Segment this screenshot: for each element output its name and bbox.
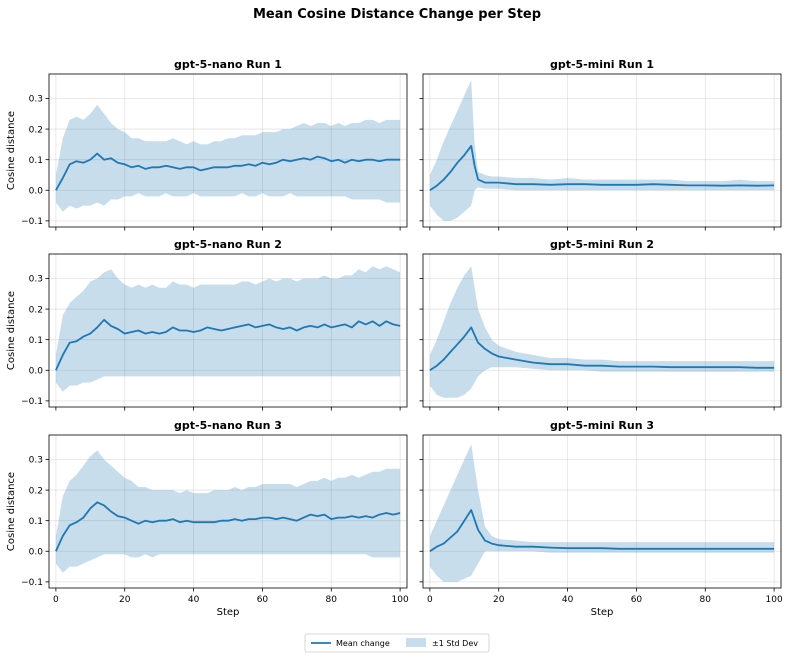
subplot-title: gpt-5-mini Run 2 <box>550 238 654 251</box>
plot-area <box>423 435 781 588</box>
subplot-5: 0 20 40 60 80 100 −0.1 0.0 0.1 0.2 0.3 gpt-5-nano R… <box>6 419 409 618</box>
y-tick-label: 0.3 <box>29 456 43 466</box>
legend: Mean change ±1 Std Dev <box>304 633 490 653</box>
mean-line <box>55 152 401 191</box>
x-tick-label: 80 <box>700 595 712 605</box>
axes-frame <box>48 73 408 228</box>
y-axis-label: Cosine distance <box>6 472 17 551</box>
mean-line <box>55 318 401 371</box>
x-tick-label: 100 <box>766 595 783 605</box>
y-axis-label: Cosine distance <box>6 111 17 190</box>
axes-frame <box>48 253 408 408</box>
subplot-title: gpt-5-nano Run 1 <box>174 58 282 71</box>
y-tick-label: 0.3 <box>29 95 43 105</box>
x-tick-label: 0 <box>427 595 433 605</box>
plot-area <box>49 74 407 227</box>
plot-area <box>423 74 781 227</box>
subplot-title: gpt-5-mini Run 3 <box>550 419 654 432</box>
mean-line <box>429 326 775 372</box>
axes-frame <box>48 434 408 589</box>
subplot-2: gpt-5-mini Run 1 <box>419 58 782 231</box>
x-tick-label: 60 <box>631 595 643 605</box>
axes-frame <box>422 73 782 228</box>
plot-area <box>49 254 407 407</box>
figure-title: Mean Cosine Distance Change per Step <box>253 7 541 22</box>
plot-area <box>49 435 407 588</box>
subplot-title: gpt-5-nano Run 3 <box>174 419 282 432</box>
subplot-grid: −0.1 0.0 0.1 0.2 0.3 gpt-5-nano Run 1 Cosine d… <box>6 58 783 618</box>
legend-mean-label: Mean change <box>336 639 390 648</box>
x-tick-label: 0 <box>53 595 59 605</box>
plot-area <box>423 254 781 407</box>
subplot-6: 0 20 40 60 80 100 gpt-5-mini Run 3 Step <box>419 419 783 618</box>
y-tick-label: 0.0 <box>29 366 44 376</box>
subplot-title: gpt-5-mini Run 1 <box>550 58 654 71</box>
y-tick-label: −0.1 <box>21 217 43 227</box>
axes-frame <box>422 253 782 408</box>
std-band <box>55 450 401 573</box>
y-tick-label: 0.2 <box>29 305 43 315</box>
y-tick-label: 0.0 <box>29 547 44 557</box>
y-tick-label: 0.2 <box>29 125 43 135</box>
y-tick-label: 0.2 <box>29 486 43 496</box>
mean-line <box>55 501 401 552</box>
x-tick-label: 40 <box>562 595 574 605</box>
x-tick-label: 20 <box>493 595 505 605</box>
x-tick-label: 20 <box>119 595 131 605</box>
mean-line <box>429 509 775 553</box>
y-tick-label: 0.1 <box>29 336 43 346</box>
x-tick-label: 40 <box>188 595 200 605</box>
y-tick-label: −0.1 <box>21 578 43 588</box>
subplot-4: gpt-5-mini Run 2 <box>419 238 782 411</box>
x-tick-label: 80 <box>326 595 338 605</box>
subplot-3: −0.1 0.0 0.1 0.2 0.3 gpt-5-nano Run 2 Cosine d… <box>6 238 408 411</box>
std-band <box>55 104 401 212</box>
std-band <box>429 266 775 398</box>
x-tick-label: 60 <box>257 595 269 605</box>
subplot-1: −0.1 0.0 0.1 0.2 0.3 gpt-5-nano Run 1 Cosine d… <box>6 58 408 231</box>
legend-band-swatch <box>406 638 426 647</box>
x-axis-label: Step <box>591 607 614 618</box>
legend-frame <box>304 633 490 653</box>
y-tick-label: −0.1 <box>21 397 43 407</box>
axes-frame <box>422 434 782 589</box>
y-tick-label: 0.0 <box>29 186 44 196</box>
x-axis-label: Step <box>217 607 240 618</box>
x-tick-label: 100 <box>392 595 409 605</box>
legend-band-label: ±1 Std Dev <box>432 639 478 648</box>
mean-line <box>429 145 775 192</box>
subplot-title: gpt-5-nano Run 2 <box>174 238 282 251</box>
y-tick-label: 0.1 <box>29 156 43 166</box>
y-tick-label: 0.3 <box>29 275 43 285</box>
y-axis-label: Cosine distance <box>6 291 17 370</box>
y-tick-label: 0.1 <box>29 517 43 527</box>
